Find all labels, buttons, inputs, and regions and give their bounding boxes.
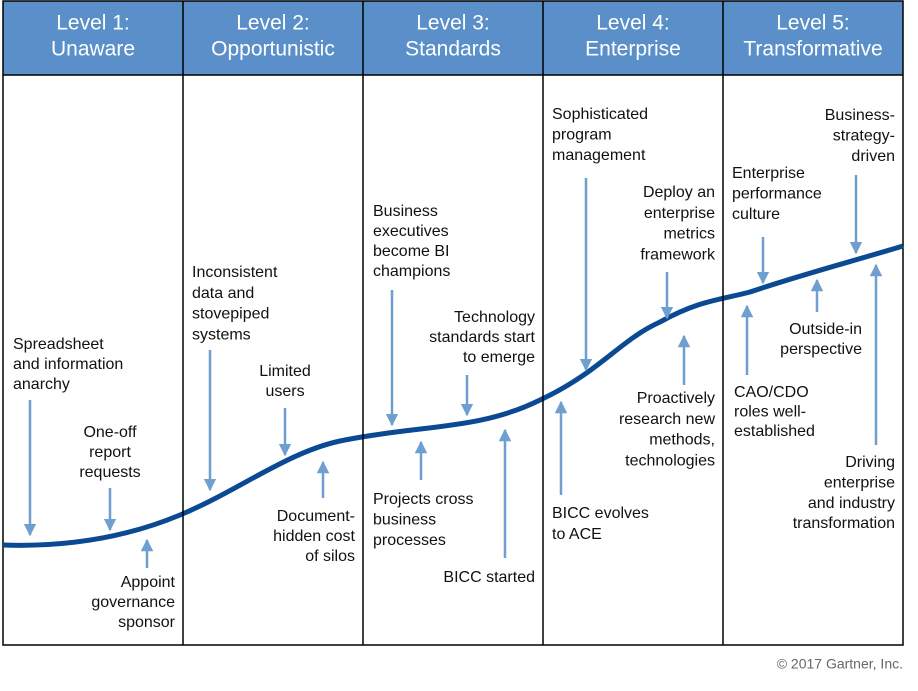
note-line: standards start	[429, 329, 535, 346]
maturity-curve	[2, 243, 904, 548]
level-number: Level 1:	[56, 12, 130, 35]
note-line: Enterprise	[732, 165, 805, 182]
note-line: report	[89, 444, 131, 461]
copyright: © 2017 Gartner, Inc.	[777, 656, 903, 672]
note-line: Document-	[277, 508, 355, 525]
note-line: culture	[732, 206, 780, 223]
note-line: processes	[373, 532, 446, 549]
note-line: Business-	[825, 107, 895, 124]
note-line: Inconsistent	[192, 264, 278, 281]
note-line: established	[734, 423, 815, 440]
note-line: framework	[640, 246, 716, 263]
note-line: performance	[732, 186, 822, 203]
note-line: and industry	[808, 495, 895, 512]
note-line: Business	[373, 203, 438, 220]
level-name: Transformative	[743, 38, 882, 61]
note-line: champions	[373, 263, 450, 280]
note-line: stovepiped	[192, 306, 269, 323]
frame	[2, 0, 904, 646]
note-line: Driving	[845, 454, 895, 471]
note-line: strategy-	[833, 128, 895, 145]
note-line: perspective	[780, 341, 862, 358]
note-line: enterprise	[824, 475, 895, 492]
note-line: Projects cross	[373, 491, 473, 508]
level-name: Enterprise	[585, 38, 681, 61]
note-line: enterprise	[644, 205, 715, 222]
note-line: become BI	[373, 243, 449, 260]
note-line: methods,	[649, 432, 715, 449]
note-line: Proactively	[637, 390, 715, 407]
note-line: and information	[13, 356, 123, 373]
note-line: roles well-	[734, 404, 806, 421]
note-line: sponsor	[118, 614, 176, 631]
note-line: BICC started	[443, 569, 535, 586]
note-line: One-off	[83, 424, 137, 441]
note-line: Technology	[454, 309, 535, 326]
note-line: anarchy	[13, 376, 70, 393]
note-line: Deploy an	[643, 184, 715, 201]
level-number: Level 5:	[776, 12, 850, 35]
note-line: users	[265, 383, 304, 400]
note-line: hidden cost	[273, 528, 355, 545]
note-line: to emerge	[463, 349, 535, 366]
note-line: research new	[619, 411, 715, 428]
note-line: program	[552, 127, 612, 144]
note-line: CAO/CDO	[734, 384, 809, 401]
note-line: Outside-in	[789, 321, 862, 338]
note-line: technologies	[625, 452, 715, 469]
note-line: management	[552, 147, 646, 164]
level-name: Standards	[405, 38, 501, 61]
note-line: executives	[373, 223, 449, 240]
note-line: Spreadsheet	[13, 336, 104, 353]
note-line: metrics	[663, 226, 715, 243]
note-line: BICC evolves	[552, 505, 649, 522]
note-line: business	[373, 512, 436, 529]
level-name: Opportunistic	[211, 38, 335, 61]
note-line: Appoint	[121, 574, 176, 591]
note-line: Sophisticated	[552, 106, 648, 123]
level-name: Unaware	[51, 38, 135, 61]
level-number: Level 4:	[596, 12, 670, 35]
note-line: driven	[851, 148, 895, 165]
note-line: Limited	[259, 363, 311, 380]
note-line: data and	[192, 285, 254, 302]
level-number: Level 3:	[416, 12, 490, 35]
level-number: Level 2:	[236, 12, 310, 35]
note-line: requests	[79, 464, 140, 481]
note-line: of silos	[305, 548, 355, 565]
note-line: systems	[192, 326, 251, 343]
header-band	[3, 1, 903, 75]
note-line: transformation	[793, 515, 895, 532]
note-line: governance	[91, 594, 175, 611]
note-line: to ACE	[552, 526, 602, 543]
